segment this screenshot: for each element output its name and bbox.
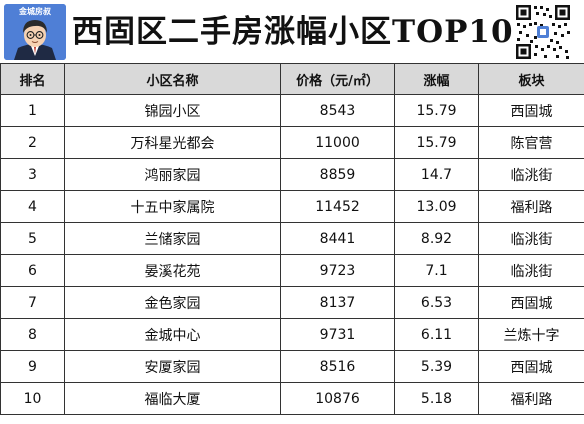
qr-code-icon bbox=[514, 3, 572, 61]
community-cell: 鸿丽家园 bbox=[64, 158, 281, 191]
area-cell: 西固城 bbox=[478, 94, 584, 127]
price-cell: 8516 bbox=[280, 350, 395, 383]
community-cell: 金色家园 bbox=[64, 286, 281, 319]
area-cell: 临洮街 bbox=[478, 254, 584, 287]
increase-cell: 7.1 bbox=[394, 254, 479, 287]
community-cell: 锦园小区 bbox=[64, 94, 281, 127]
rank-cell: 4 bbox=[0, 190, 65, 223]
table-row: 8 金城中心 9731 6.11 兰炼十字 bbox=[0, 318, 584, 351]
community-cell: 金城中心 bbox=[64, 318, 281, 351]
rank-cell: 2 bbox=[0, 126, 65, 159]
table-row: 10 福临大厦 10876 5.18 福利路 bbox=[0, 382, 584, 415]
rank-cell: 8 bbox=[0, 318, 65, 351]
price-cell: 9723 bbox=[280, 254, 395, 287]
area-cell: 陈官营 bbox=[478, 126, 584, 159]
header: 金城房叔 西固区二手房涨幅小区TOP10 bbox=[0, 0, 584, 63]
column-header-community: 小区名称 bbox=[64, 63, 281, 95]
page-title: 西固区二手房涨幅小区TOP10 bbox=[72, 14, 514, 50]
area-cell: 临洮街 bbox=[478, 158, 584, 191]
table-row: 5 兰储家园 8441 8.92 临洮街 bbox=[0, 222, 584, 255]
column-header-rank: 排名 bbox=[0, 63, 65, 95]
community-cell: 万科星光都会 bbox=[64, 126, 281, 159]
column-header-area: 板块 bbox=[478, 63, 584, 95]
rank-cell: 6 bbox=[0, 254, 65, 287]
table-row: 3 鸿丽家园 8859 14.7 临洮街 bbox=[0, 158, 584, 191]
increase-cell: 8.92 bbox=[394, 222, 479, 255]
increase-cell: 15.79 bbox=[394, 94, 479, 127]
brand-logo: 金城房叔 bbox=[4, 4, 66, 60]
increase-cell: 5.18 bbox=[394, 382, 479, 415]
rank-cell: 1 bbox=[0, 94, 65, 127]
community-cell: 晏溪花苑 bbox=[64, 254, 281, 287]
community-cell: 福临大厦 bbox=[64, 382, 281, 415]
price-cell: 8441 bbox=[280, 222, 395, 255]
table-row: 4 十五中家属院 11452 13.09 福利路 bbox=[0, 190, 584, 223]
table-row: 7 金色家园 8137 6.53 西固城 bbox=[0, 286, 584, 319]
price-cell: 8543 bbox=[280, 94, 395, 127]
area-cell: 福利路 bbox=[478, 190, 584, 223]
area-cell: 西固城 bbox=[478, 350, 584, 383]
price-cell: 8859 bbox=[280, 158, 395, 191]
column-header-price: 价格（元/㎡） bbox=[280, 63, 395, 95]
table-row: 2 万科星光都会 11000 15.79 陈官营 bbox=[0, 126, 584, 159]
ranking-table: 排名 小区名称 价格（元/㎡） 涨幅 板块 1 锦园小区 8543 15.79 … bbox=[0, 63, 584, 415]
area-cell: 福利路 bbox=[478, 382, 584, 415]
table-row: 1 锦园小区 8543 15.79 西固城 bbox=[0, 94, 584, 127]
increase-cell: 6.53 bbox=[394, 286, 479, 319]
community-cell: 安厦家园 bbox=[64, 350, 281, 383]
rank-cell: 7 bbox=[0, 286, 65, 319]
rank-cell: 9 bbox=[0, 350, 65, 383]
column-header-increase: 涨幅 bbox=[394, 63, 479, 95]
community-cell: 兰储家园 bbox=[64, 222, 281, 255]
increase-cell: 6.11 bbox=[394, 318, 479, 351]
community-cell: 十五中家属院 bbox=[64, 190, 281, 223]
price-cell: 10876 bbox=[280, 382, 395, 415]
cartoon-avatar-icon bbox=[4, 4, 66, 60]
price-cell: 11452 bbox=[280, 190, 395, 223]
price-cell: 9731 bbox=[280, 318, 395, 351]
price-cell: 8137 bbox=[280, 286, 395, 319]
increase-cell: 15.79 bbox=[394, 126, 479, 159]
price-cell: 11000 bbox=[280, 126, 395, 159]
area-cell: 临洮街 bbox=[478, 222, 584, 255]
rank-cell: 10 bbox=[0, 382, 65, 415]
area-cell: 兰炼十字 bbox=[478, 318, 584, 351]
rank-cell: 5 bbox=[0, 222, 65, 255]
rank-cell: 3 bbox=[0, 158, 65, 191]
table-row: 9 安厦家园 8516 5.39 西固城 bbox=[0, 350, 584, 383]
increase-cell: 13.09 bbox=[394, 190, 479, 223]
increase-cell: 5.39 bbox=[394, 350, 479, 383]
table-row: 6 晏溪花苑 9723 7.1 临洮街 bbox=[0, 254, 584, 287]
table-header-row: 排名 小区名称 价格（元/㎡） 涨幅 板块 bbox=[0, 63, 584, 95]
area-cell: 西固城 bbox=[478, 286, 584, 319]
logo-text: 金城房叔 bbox=[19, 7, 51, 16]
increase-cell: 14.7 bbox=[394, 158, 479, 191]
